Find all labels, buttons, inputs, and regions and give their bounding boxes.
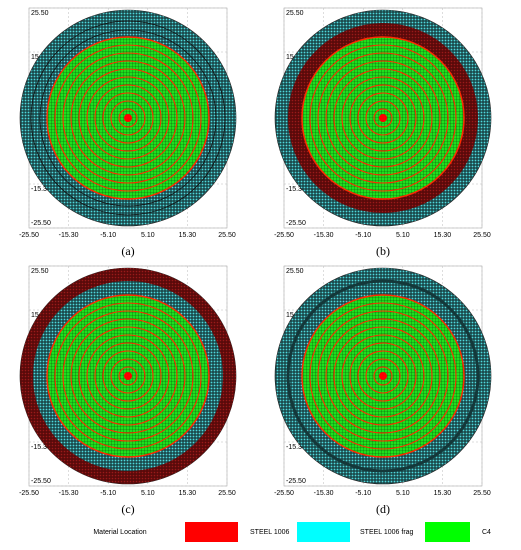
legend-label: STEEL 1006 frag [360,529,414,536]
steel-ring-line [110,358,146,394]
x-tick-label: -25.50 [274,232,294,239]
x-tick-label: -15.30 [59,490,79,497]
x-tick-label: -15.30 [314,232,334,239]
legend-title: Material Location [93,529,146,536]
legend-swatch [185,522,238,542]
steel-ring-line [325,318,441,434]
steel-ring-line [349,342,417,410]
steel-ring-line [62,52,194,184]
steel-ring-line [86,76,170,160]
x-tick-label: 5.10 [141,490,155,497]
legend-label: STEEL 1006 [250,529,290,536]
panel-label: (c) [121,502,134,516]
y-tick-label: -25.50 [286,478,306,485]
steel-ring-line [357,350,409,402]
x-tick-label: -15.30 [314,490,334,497]
steel-ring-line [317,310,449,442]
y-tick-label: -25.50 [31,478,51,485]
x-tick-label: 15.30 [434,490,452,497]
steel-ring-line [102,350,154,402]
steel-ring-line [54,44,202,192]
panel: -25.50-15.30-5.105.1015.3025.5025.5015.3… [274,7,492,258]
x-tick-label: 5.10 [141,232,155,239]
ring-line [286,279,480,473]
center-mark [379,114,387,122]
legend-swatch [297,522,350,542]
y-tick-label: -25.50 [31,220,51,227]
steel-ring-line [70,60,186,176]
x-tick-label: 25.50 [218,232,236,239]
y-tick-label: 25.50 [286,10,304,17]
steel-ring-line [94,342,162,410]
x-tick-label: -5.10 [355,232,371,239]
steel-ring-line [325,60,441,176]
steel-ring-line [341,76,425,160]
steel-ring-line [70,318,186,434]
steel-ring-line [349,84,417,152]
steel-ring-line [86,334,170,418]
y-tick-label: 25.50 [31,268,49,275]
steel-ring-line [78,68,178,168]
steel-ring-line [309,44,457,192]
x-tick-label: -15.30 [59,232,79,239]
steel-ring-line [54,302,202,450]
x-tick-label: -5.10 [355,490,371,497]
x-tick-label: 5.10 [396,232,410,239]
steel-ring-line [62,310,194,442]
steel-ring-line [333,326,433,426]
x-tick-label: 25.50 [473,490,491,497]
panel-label: (a) [121,244,134,258]
y-tick-label: 25.50 [286,268,304,275]
x-tick-label: 5.10 [396,490,410,497]
steel-ring-line [357,92,409,144]
steel-ring-line [373,366,393,386]
x-tick-label: 15.30 [179,232,197,239]
y-tick-label: 25.50 [31,10,49,17]
steel-ring-line [94,84,162,152]
y-tick-label: -15.30 [31,444,51,451]
legend-swatch [425,522,470,542]
steel-ring-line [317,52,449,184]
x-tick-label: 25.50 [218,490,236,497]
ring-line [30,20,226,216]
center-mark [124,372,132,380]
y-tick-label: -25.50 [286,220,306,227]
steel-ring-line [365,358,401,394]
panel-label: (d) [376,502,390,516]
steel-ring-line [78,326,178,426]
center-mark [379,372,387,380]
panel: -25.50-15.30-5.105.1015.3025.5025.5015.3… [19,7,237,258]
y-tick-label: -15.30 [286,186,306,193]
steel-ring-line [309,302,457,450]
y-tick-label: -15.30 [286,444,306,451]
steel-ring-line [333,68,433,168]
legend-label: C4 [482,529,491,536]
x-tick-label: 15.30 [179,490,197,497]
steel-ring-line [110,100,146,136]
steel-ring-line [373,108,393,128]
x-tick-label: -25.50 [19,490,39,497]
panel-label: (b) [376,244,390,258]
steel-ring-line [118,108,138,128]
panel: -25.50-15.30-5.105.1015.3025.5025.5015.3… [274,265,492,516]
panel: -25.50-15.30-5.105.1015.3025.5025.5015.3… [19,265,237,516]
steel-ring-line [118,366,138,386]
x-tick-label: 15.30 [434,232,452,239]
x-tick-label: -25.50 [19,232,39,239]
x-tick-label: -25.50 [274,490,294,497]
steel-ring-line [102,92,154,144]
steel-ring-line [365,100,401,136]
x-tick-label: -5.10 [100,490,116,497]
x-tick-label: -5.10 [100,232,116,239]
ring-line [39,29,217,207]
steel-ring-line [341,334,425,418]
x-tick-label: 25.50 [473,232,491,239]
y-tick-label: -15.30 [31,186,51,193]
center-mark [124,114,132,122]
